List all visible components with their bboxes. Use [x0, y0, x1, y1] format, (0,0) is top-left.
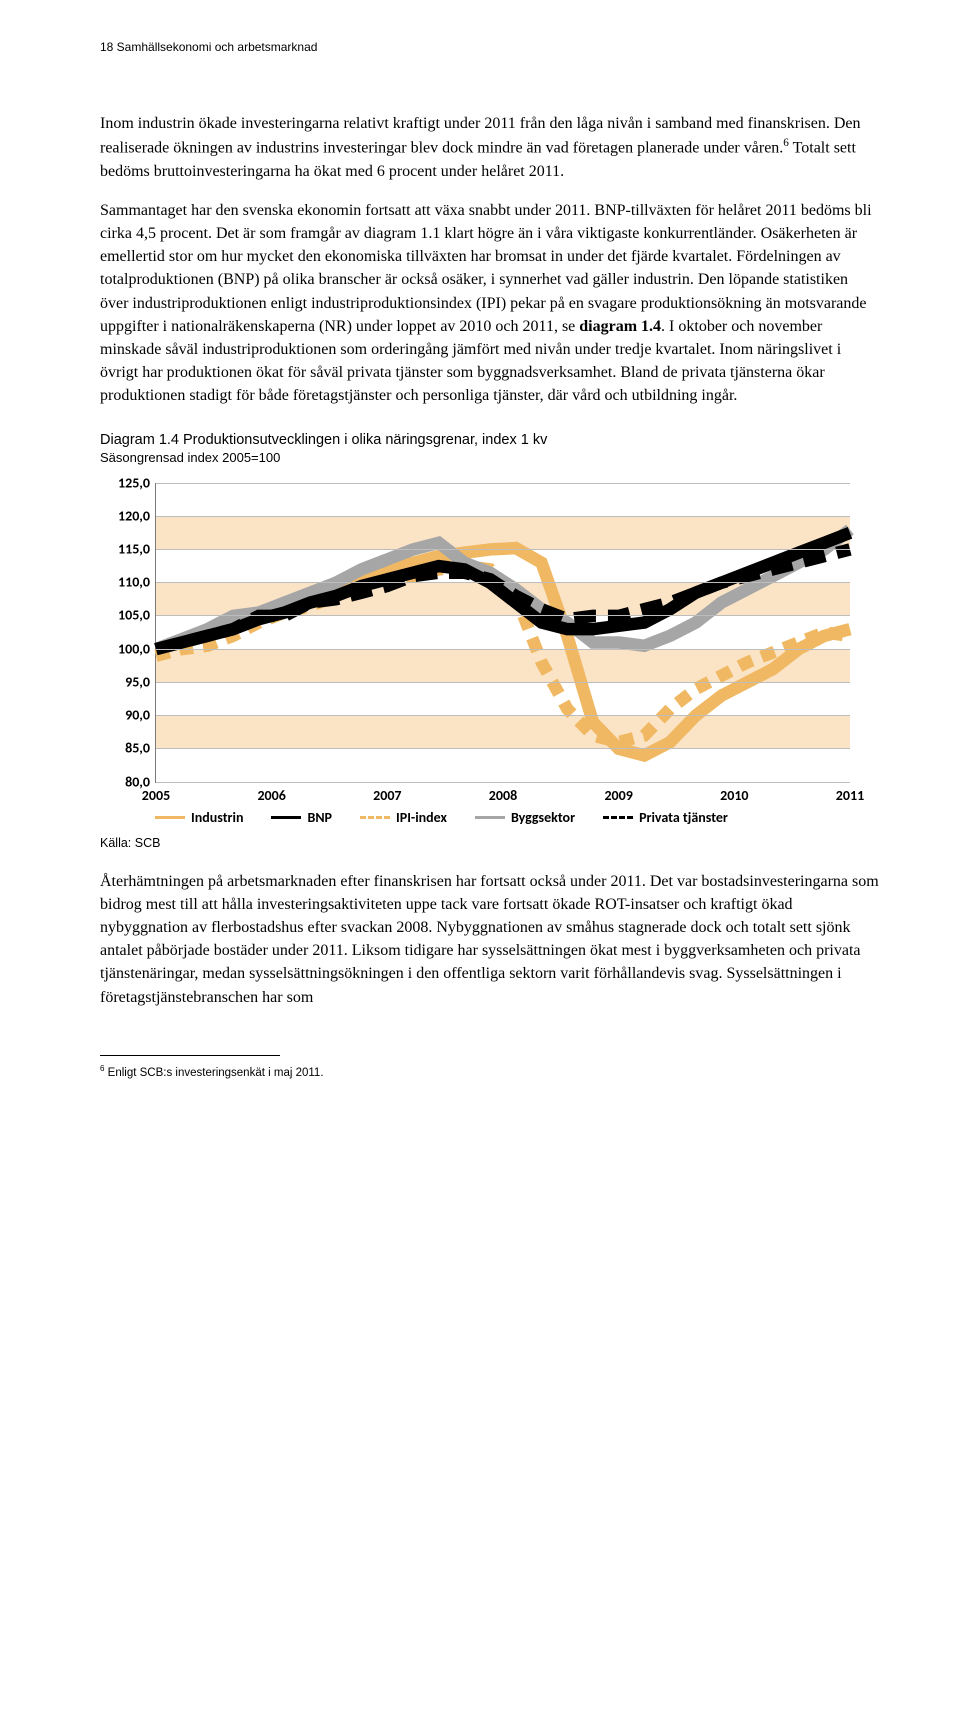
chart-xtick-label: 2010	[720, 787, 748, 804]
chart-gridline	[156, 715, 850, 716]
chart-gridline	[156, 483, 850, 484]
chart-xtick-label: 2006	[257, 787, 285, 804]
chart-ytick-label: 115,0	[104, 541, 150, 558]
chart-container: 80,085,090,095,0100,0105,0110,0115,0120,…	[100, 473, 860, 833]
chart-xtick-label: 2011	[836, 787, 864, 804]
page-header: 18 Samhällsekonomi och arbetsmarknad	[100, 40, 880, 54]
chart-ytick-label: 90,0	[104, 707, 150, 724]
paragraph-1: Inom industrin ökade investeringarna rel…	[100, 112, 880, 183]
paragraph-2: Sammantaget har den svenska ekonomin for…	[100, 199, 880, 408]
chart-gridline	[156, 615, 850, 616]
chart-gridline	[156, 582, 850, 583]
diagram-title: Diagram 1.4 Produktionsutvecklingen i ol…	[100, 432, 880, 448]
chart-gridline	[156, 649, 850, 650]
para1-text-a: Inom industrin ökade investeringarna rel…	[100, 115, 861, 157]
diagram-subtitle: Säsongrensad index 2005=100	[100, 450, 880, 465]
chart-series-layer	[156, 483, 850, 782]
chart-ytick-label: 95,0	[104, 673, 150, 690]
para2-text-a: Sammantaget har den svenska ekonomin for…	[100, 202, 872, 335]
chart-gridline	[156, 782, 850, 783]
chart-xtick-label: 2009	[604, 787, 632, 804]
chart-plot-area: 80,085,090,095,0100,0105,0110,0115,0120,…	[155, 483, 850, 783]
diagram-ref-bold: diagram 1.4	[579, 318, 661, 335]
chart-ytick-label: 105,0	[104, 607, 150, 624]
footnote-rule	[100, 1055, 280, 1056]
chart-ytick-label: 125,0	[104, 474, 150, 491]
chart-ytick-label: 110,0	[104, 574, 150, 591]
chart-xtick-label: 2007	[373, 787, 401, 804]
footnote-6: 6 Enligt SCB:s investeringsenkät i maj 2…	[100, 1064, 880, 1079]
chart-xtick-label: 2005	[142, 787, 170, 804]
chart-gridline	[156, 516, 850, 517]
chart-source: Källa: SCB	[100, 836, 880, 850]
footnote-text: Enligt SCB:s investeringsenkät i maj 201…	[104, 1067, 323, 1079]
chart-gridline	[156, 549, 850, 550]
chart-xtick-label: 2008	[489, 787, 517, 804]
chart-ytick-label: 120,0	[104, 507, 150, 524]
chart-gridline	[156, 682, 850, 683]
chart-ytick-label: 100,0	[104, 640, 150, 657]
chart-gridline	[156, 748, 850, 749]
paragraph-3: Återhämtningen på arbetsmarknaden efter …	[100, 870, 880, 1009]
chart-ytick-label: 85,0	[104, 740, 150, 757]
